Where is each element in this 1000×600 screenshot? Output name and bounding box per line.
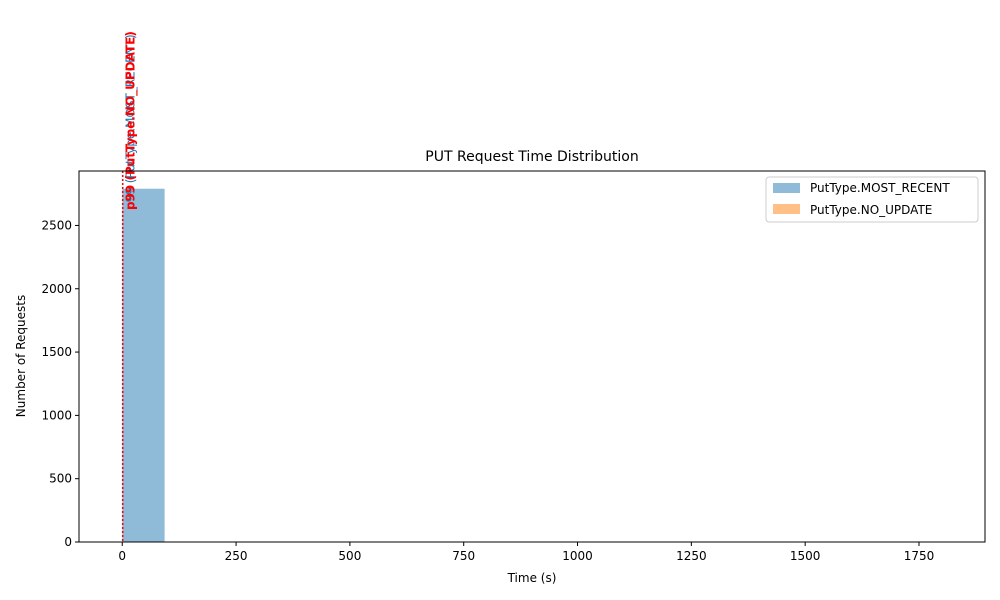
legend-label-no-update: PutType.NO_UPDATE (810, 203, 932, 217)
x-tick-label: 1500 (790, 549, 821, 563)
bars-layer (122, 188, 165, 542)
legend-label-most-recent: PutType.MOST_RECENT (810, 181, 950, 195)
p99-label: p99 (PutType.MOST_RECENT) (124, 34, 138, 210)
y-tick-label: 1500 (41, 345, 72, 359)
x-tick-label: 1250 (676, 549, 707, 563)
legend-frame (765, 176, 979, 223)
x-tick-label: 0 (118, 549, 126, 563)
y-tick-label: 2500 (41, 218, 72, 232)
y-tick-label: 1000 (41, 408, 72, 422)
y-tick-label: 500 (49, 472, 72, 486)
x-axis-ticks: 0 250 500 750 1000 1250 1500 1750 (118, 542, 934, 563)
y-axis-label: Number of Requests (14, 295, 28, 417)
x-axis-label: Time (s) (507, 571, 557, 585)
x-tick-label: 250 (225, 549, 248, 563)
plot-frame (78, 170, 986, 543)
y-tick-label: 2000 (41, 282, 72, 296)
histogram-bar (122, 188, 165, 542)
chart-title: PUT Request Time Distribution (425, 149, 638, 165)
legend-swatch-most-recent (773, 183, 800, 193)
y-tick-label: 0 (64, 535, 72, 549)
legend-swatch-no-update (773, 204, 800, 214)
p99-label: p99 (PutType.NO_UPDATE) (124, 31, 139, 210)
x-tick-label: 1750 (904, 549, 935, 563)
legend: PutType.MOST_RECENT PutType.NO_UPDATE (765, 176, 979, 223)
y-axis-ticks: 0 500 1000 1500 2000 2500 (41, 218, 79, 549)
annotations-layer: p99 (PutType.MOST_RECENT)p99 (PutType.NO… (121, 31, 139, 542)
x-tick-label: 1000 (562, 549, 593, 563)
x-tick-label: 500 (338, 549, 361, 563)
x-tick-label: 750 (452, 549, 475, 563)
